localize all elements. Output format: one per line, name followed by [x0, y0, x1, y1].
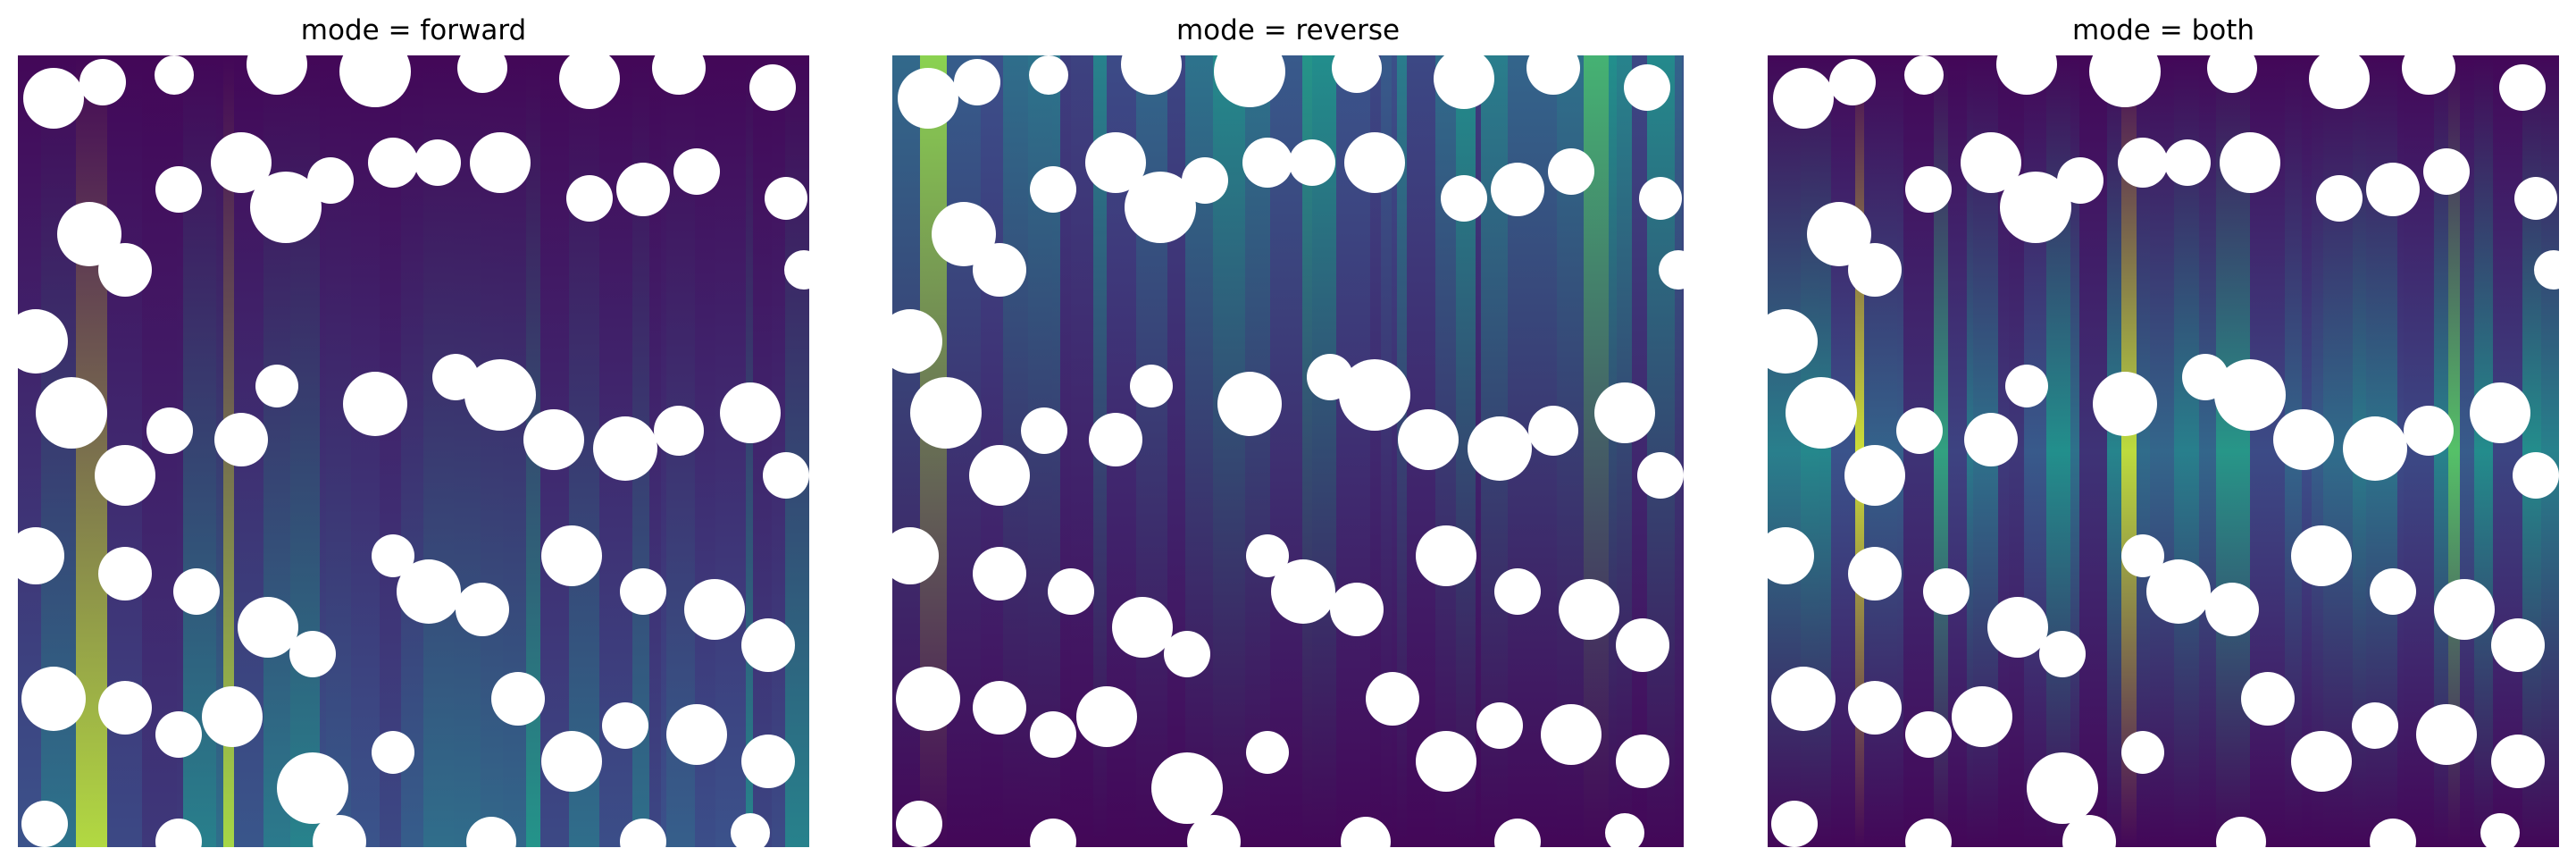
panel-title-reverse: mode = reverse: [1175, 14, 1401, 46]
panel-title-both: mode = both: [2071, 14, 2255, 46]
panel-both: mode = both: [1768, 0, 2559, 865]
image-forward: [18, 55, 809, 847]
panel-reverse: mode = reverse: [892, 0, 1684, 865]
panel-forward: mode = forward: [18, 0, 809, 865]
image-reverse: [892, 55, 1684, 847]
image-both: [1768, 55, 2559, 847]
panel-title-forward: mode = forward: [300, 14, 527, 46]
